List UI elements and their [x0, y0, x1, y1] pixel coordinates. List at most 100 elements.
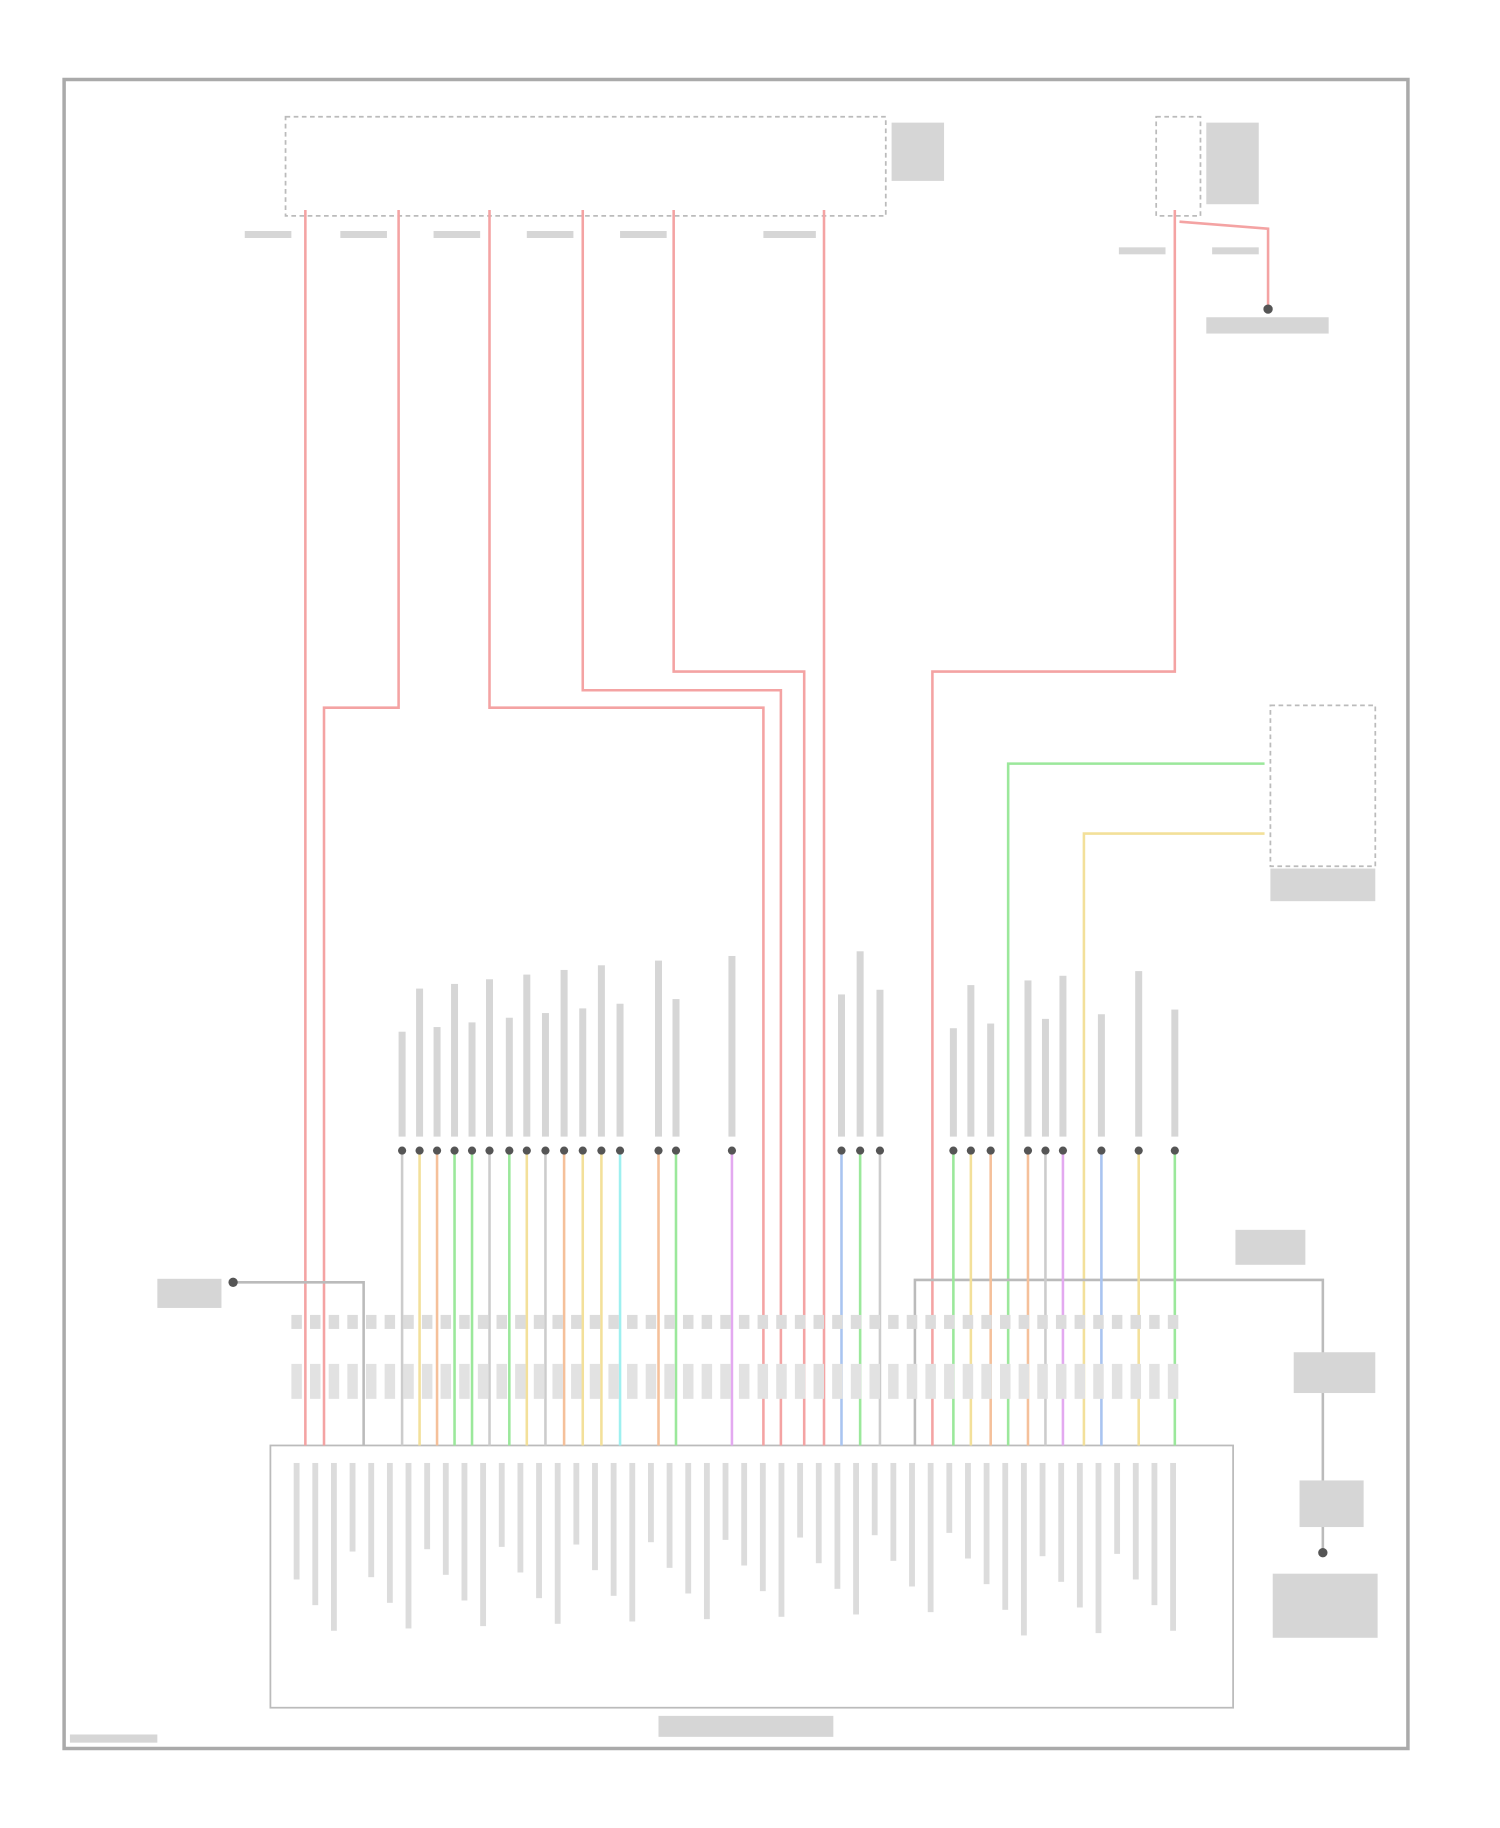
connector-pin	[432, 1146, 442, 1155]
module-label-placeholder	[536, 1462, 542, 1599]
connector-pin	[875, 1146, 885, 1155]
pin-label-placeholder	[365, 1363, 377, 1399]
pin-label-placeholder	[757, 1363, 769, 1399]
module-label-placeholder	[1095, 1462, 1102, 1634]
pin-label-placeholder	[347, 1363, 358, 1399]
module-label-placeholder	[405, 1462, 412, 1629]
module-label-placeholder	[909, 1462, 915, 1587]
pin-label-placeholder	[1055, 1314, 1067, 1329]
module-label-placeholder	[1151, 1462, 1158, 1606]
frame	[62, 77, 1410, 1751]
pin-label-placeholder	[1000, 1363, 1011, 1399]
module-label-placeholder	[871, 1462, 878, 1536]
pin-label-placeholder	[832, 1363, 843, 1399]
connector-pin	[654, 1146, 663, 1155]
label-placeholder	[655, 960, 663, 1137]
pin-label-placeholder	[459, 1314, 470, 1329]
module-label-placeholder	[797, 1462, 804, 1538]
power-wires	[304, 210, 1270, 1446]
module-label-placeholder	[741, 1462, 748, 1566]
pin-label-placeholder	[645, 1314, 657, 1329]
relay-block	[1155, 115, 1202, 217]
sensor-wire	[913, 1278, 1325, 1551]
connector-pin	[1097, 1146, 1106, 1155]
label-placeholder	[416, 988, 424, 1137]
pin-label-placeholder	[1149, 1363, 1160, 1399]
pin-label-placeholder	[515, 1314, 526, 1329]
pin-label-placeholder	[1167, 1363, 1179, 1399]
label-placeholder	[1135, 971, 1143, 1137]
pin-label-placeholder	[384, 1363, 396, 1399]
pin-label-placeholder	[813, 1314, 825, 1329]
module-label-placeholder	[592, 1462, 598, 1571]
label-placeholders	[69, 122, 1378, 1743]
pin-label-placeholder	[981, 1363, 992, 1399]
module-label-placeholder	[331, 1462, 337, 1631]
module-label-placeholder	[442, 1462, 449, 1575]
module-label-placeholder	[349, 1462, 356, 1552]
pin-label-placeholder	[403, 1363, 414, 1399]
pin-label-placeholder	[1111, 1363, 1123, 1399]
pin-label-placeholder	[888, 1314, 899, 1329]
pin-label-placeholder	[1074, 1314, 1086, 1329]
pin-label-placeholder	[888, 1363, 899, 1399]
module-label-placeholder	[1114, 1462, 1121, 1554]
pin-label-placeholder	[906, 1363, 918, 1399]
pin-label-placeholder	[664, 1363, 675, 1399]
connector-pin	[1041, 1146, 1050, 1155]
pin-label-placeholder	[403, 1314, 414, 1329]
pin-label-placeholder	[1111, 1314, 1123, 1329]
label-placeholder	[541, 1013, 549, 1137]
pin-label-placeholder	[440, 1363, 452, 1399]
pin-label-placeholder	[291, 1363, 302, 1399]
module-label-placeholder	[293, 1462, 300, 1580]
label-placeholder	[616, 1003, 624, 1137]
pin-label-placeholder	[291, 1314, 302, 1329]
pin-label-placeholder	[627, 1363, 638, 1399]
label-placeholder	[987, 1023, 995, 1137]
label-placeholder	[1059, 975, 1067, 1137]
module-label-placeholder	[927, 1462, 934, 1613]
module-label-placeholder	[853, 1462, 859, 1615]
label-placeholder	[451, 983, 459, 1137]
module-label-placeholder	[1170, 1462, 1176, 1631]
label-placeholder	[837, 994, 845, 1137]
label-placeholder	[856, 951, 864, 1137]
pin-label-placeholder	[1000, 1314, 1011, 1329]
pin-label-placeholder	[1149, 1314, 1160, 1329]
pin-label-placeholder	[962, 1363, 974, 1399]
module-label-placeholder	[498, 1462, 505, 1547]
module-label-placeholder	[386, 1462, 393, 1603]
yellow-wire	[1082, 832, 1265, 1446]
pin-label-placeholder	[533, 1314, 545, 1329]
pin-label-placeholder	[1018, 1363, 1030, 1399]
module-label-placeholder	[610, 1462, 617, 1596]
module-label-placeholder	[890, 1462, 897, 1561]
connector-pin	[467, 1146, 477, 1155]
label-placeholder	[597, 965, 605, 1137]
pin-label-placeholder	[365, 1314, 377, 1329]
pin-label-placeholder	[328, 1363, 340, 1399]
connector-pin	[966, 1146, 975, 1155]
pin-label-placeholder	[720, 1314, 731, 1329]
pin-label-placeholder	[533, 1363, 545, 1399]
connector-pin	[856, 1146, 865, 1155]
pin-label-placeholder	[794, 1314, 806, 1329]
module-label-placeholder	[946, 1462, 953, 1533]
pin-label-placeholder	[701, 1363, 713, 1399]
module-label-placeholder	[1076, 1462, 1083, 1608]
module-label-placeholder	[983, 1462, 990, 1585]
pin-label-placeholder	[477, 1314, 489, 1329]
label-placeholder	[433, 1027, 441, 1137]
module-label-placeholder	[759, 1462, 766, 1592]
pin-label-placeholder	[627, 1314, 638, 1329]
pin-label-placeholder	[738, 1363, 750, 1399]
pin-label-placeholder	[813, 1363, 825, 1399]
pin-label-placeholder	[310, 1314, 321, 1329]
label-placeholder	[560, 969, 568, 1137]
control-module	[269, 1444, 1234, 1709]
pin-label-placeholder	[1130, 1363, 1142, 1399]
pin-label-placeholder	[589, 1363, 601, 1399]
pin-label-placeholder	[645, 1363, 657, 1399]
